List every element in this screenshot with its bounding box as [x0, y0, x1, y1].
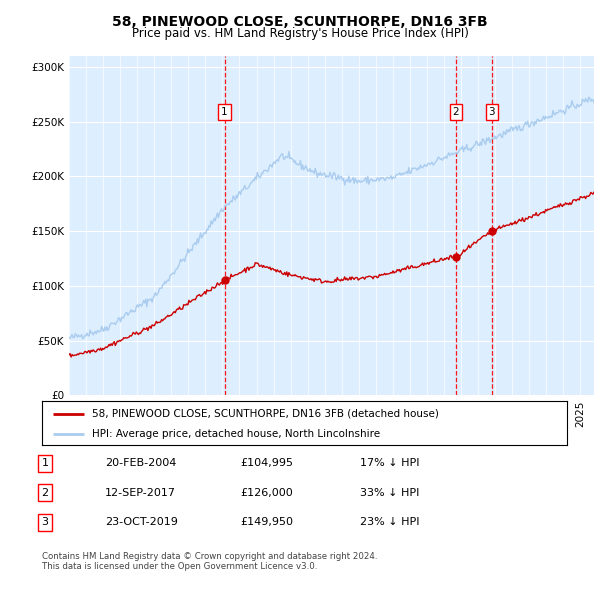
Text: 58, PINEWOOD CLOSE, SCUNTHORPE, DN16 3FB (detached house): 58, PINEWOOD CLOSE, SCUNTHORPE, DN16 3FB…: [92, 409, 439, 418]
Text: £149,950: £149,950: [240, 517, 293, 527]
Text: 3: 3: [41, 517, 49, 527]
Text: 1: 1: [221, 107, 228, 117]
Text: £126,000: £126,000: [240, 488, 293, 497]
Text: This data is licensed under the Open Government Licence v3.0.: This data is licensed under the Open Gov…: [42, 562, 317, 571]
Text: 1: 1: [41, 458, 49, 468]
Text: Contains HM Land Registry data © Crown copyright and database right 2024.: Contains HM Land Registry data © Crown c…: [42, 552, 377, 560]
Text: 2: 2: [452, 107, 459, 117]
Text: 3: 3: [488, 107, 495, 117]
Text: 23-OCT-2019: 23-OCT-2019: [105, 517, 178, 527]
Text: HPI: Average price, detached house, North Lincolnshire: HPI: Average price, detached house, Nort…: [92, 430, 380, 440]
Text: 33% ↓ HPI: 33% ↓ HPI: [360, 488, 419, 497]
Text: 23% ↓ HPI: 23% ↓ HPI: [360, 517, 419, 527]
Text: 20-FEB-2004: 20-FEB-2004: [105, 458, 176, 468]
Text: 58, PINEWOOD CLOSE, SCUNTHORPE, DN16 3FB: 58, PINEWOOD CLOSE, SCUNTHORPE, DN16 3FB: [112, 15, 488, 29]
Text: 2: 2: [41, 488, 49, 497]
Text: Price paid vs. HM Land Registry's House Price Index (HPI): Price paid vs. HM Land Registry's House …: [131, 27, 469, 40]
Text: £104,995: £104,995: [240, 458, 293, 468]
Text: 12-SEP-2017: 12-SEP-2017: [105, 488, 176, 497]
Text: 17% ↓ HPI: 17% ↓ HPI: [360, 458, 419, 468]
